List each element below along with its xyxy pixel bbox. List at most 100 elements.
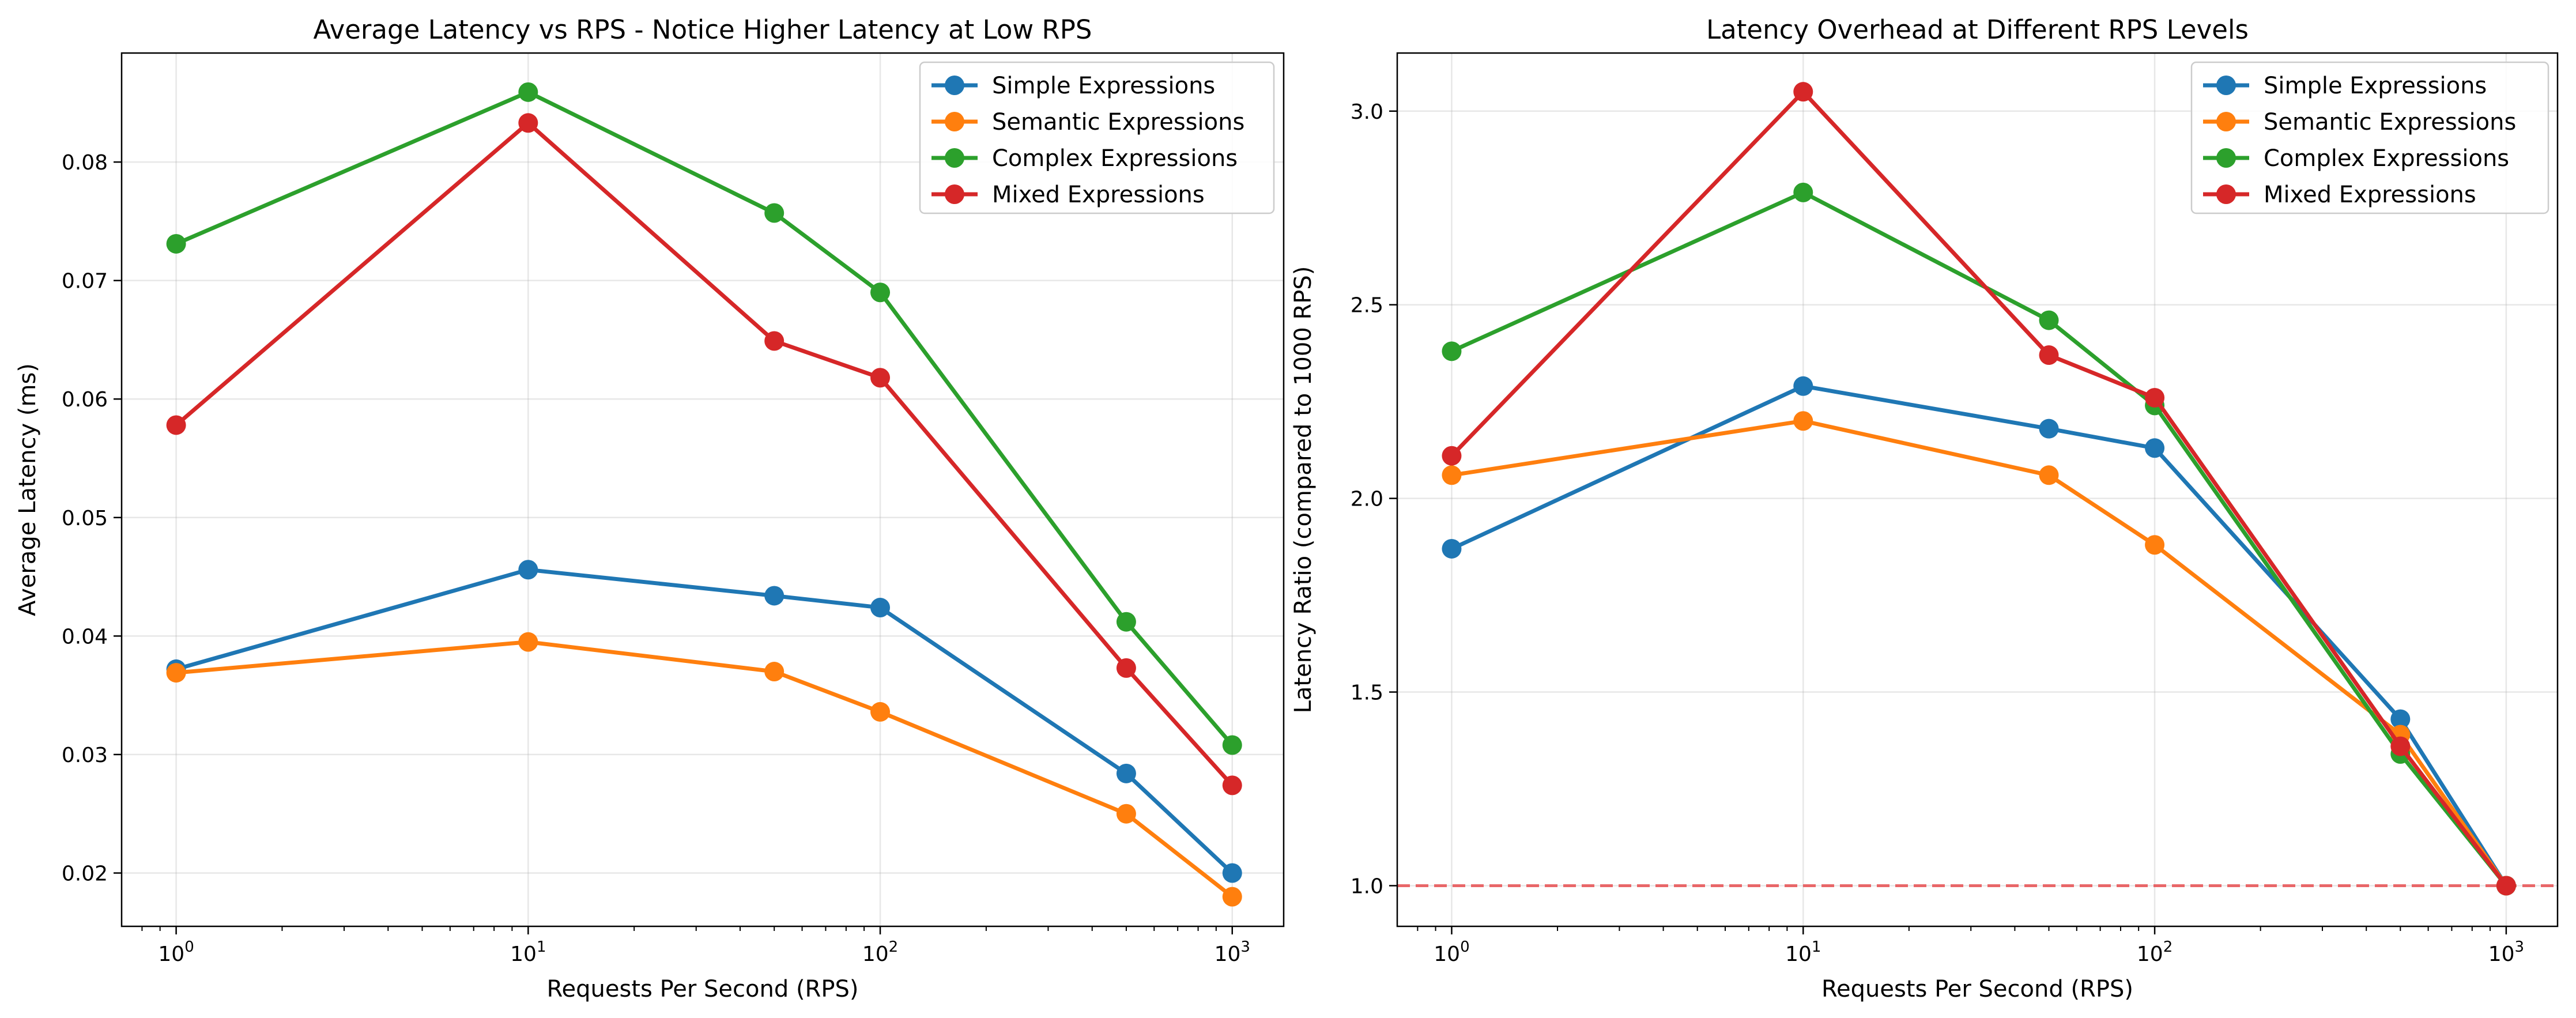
x-tick-base: 10 xyxy=(2137,942,2163,966)
data-point xyxy=(1116,804,1136,824)
data-point xyxy=(870,282,891,303)
series-line xyxy=(1450,190,2509,888)
x-tick-base: 10 xyxy=(1215,942,1241,966)
y-tick-label: 0.04 xyxy=(62,625,108,648)
legend-label: Semantic Expressions xyxy=(2264,109,2516,135)
x-tick-base: 10 xyxy=(510,942,537,966)
legend-marker xyxy=(945,76,964,95)
legend-label: Complex Expressions xyxy=(992,145,1238,172)
data-point xyxy=(1222,775,1242,795)
series-mixed xyxy=(1442,82,2516,896)
data-point xyxy=(2496,876,2516,896)
data-point xyxy=(166,415,186,435)
data-point xyxy=(2039,345,2059,365)
x-tick-label: 101 xyxy=(510,938,546,966)
series-line xyxy=(174,567,1235,875)
data-point xyxy=(2039,418,2059,439)
series-semantic xyxy=(1442,411,2516,896)
legend-label: Mixed Expressions xyxy=(992,182,1205,208)
legend-marker xyxy=(2216,76,2236,95)
x-tick-exponent: 3 xyxy=(2515,938,2525,956)
x-tick-base: 10 xyxy=(158,942,184,966)
legend-label: Simple Expressions xyxy=(992,73,1215,99)
series-simple xyxy=(166,560,1242,883)
legend-marker xyxy=(945,184,964,204)
data-point xyxy=(2145,438,2165,458)
data-point xyxy=(518,560,538,580)
x-tick-exponent: 0 xyxy=(184,938,194,956)
x-tick-base: 10 xyxy=(862,942,889,966)
x-tick-base: 10 xyxy=(2488,942,2515,966)
data-point xyxy=(764,662,785,682)
y-tick-label: 0.03 xyxy=(62,744,108,767)
data-point xyxy=(2145,387,2165,408)
data-point xyxy=(1442,446,1462,466)
series-line xyxy=(1450,418,2509,888)
latency-chart: 100 101 102 1030.020.030.040.050.060.070.08… xyxy=(14,14,1285,1002)
x-tick-base: 10 xyxy=(1434,942,1460,966)
data-point xyxy=(1442,341,1462,361)
data-point xyxy=(764,331,785,351)
y-axis-label: Latency Ratio (compared to 1000 RPS) xyxy=(1290,266,1317,714)
data-point xyxy=(870,702,891,722)
data-point xyxy=(518,632,538,652)
x-tick-label: 103 xyxy=(2488,938,2524,966)
data-point xyxy=(166,663,186,683)
x-tick-label: 101 xyxy=(1785,938,1821,966)
data-point xyxy=(764,203,785,223)
legend-item: Semantic Expressions xyxy=(2203,109,2516,135)
y-tick-label: 3.0 xyxy=(1351,100,1383,124)
data-point xyxy=(2390,736,2411,756)
x-axis-label: Requests Per Second (RPS) xyxy=(1821,976,2133,1002)
data-point xyxy=(1442,465,1462,485)
data-point xyxy=(518,82,538,102)
legend: Simple Expressions Semantic Expressions Co… xyxy=(919,61,1275,214)
legend-item: Complex Expressions xyxy=(931,145,1238,172)
x-tick-label: 103 xyxy=(1215,938,1250,966)
series-mixed xyxy=(166,113,1242,795)
data-point xyxy=(1793,182,1813,202)
legend-box xyxy=(919,61,1275,214)
x-tick-exponent: 2 xyxy=(889,938,899,956)
data-point xyxy=(764,586,785,606)
y-tick-label: 1.5 xyxy=(1351,681,1383,705)
axes-frame xyxy=(120,52,1285,927)
legend: Simple Expressions Semantic Expressions Co… xyxy=(2190,61,2549,214)
y-tick-label: 2.0 xyxy=(1351,488,1383,511)
y-tick-label: 0.08 xyxy=(62,151,108,175)
x-tick-label: 102 xyxy=(862,938,898,966)
y-tick-label: 0.02 xyxy=(62,862,108,885)
data-point xyxy=(870,368,891,388)
legend-item: Simple Expressions xyxy=(2203,73,2487,99)
legend-item: Semantic Expressions xyxy=(931,109,1244,135)
legend-label: Mixed Expressions xyxy=(2264,182,2476,208)
x-tick-base: 10 xyxy=(1785,942,1812,966)
x-axis-label: Requests Per Second (RPS) xyxy=(547,976,859,1002)
data-point xyxy=(1793,411,1813,431)
x-tick-exponent: 0 xyxy=(1460,938,1470,956)
chart-title: Latency Overhead at Different RPS Levels xyxy=(1706,14,2249,45)
series-line xyxy=(174,640,1235,899)
chart-title: Average Latency vs RPS - Notice Higher L… xyxy=(313,14,1092,45)
data-point xyxy=(166,233,186,254)
legend-item: Mixed Expressions xyxy=(2203,182,2476,208)
series-line xyxy=(174,120,1235,787)
legend-marker xyxy=(945,112,964,131)
data-point xyxy=(1442,538,1462,559)
x-tick-exponent: 2 xyxy=(2163,938,2173,956)
series-line xyxy=(174,90,1235,747)
x-tick-exponent: 1 xyxy=(1812,938,1821,956)
x-tick-label: 100 xyxy=(1434,938,1469,966)
data-point xyxy=(2145,535,2165,555)
data-point xyxy=(1116,658,1136,678)
series-line xyxy=(1450,89,2509,888)
data-point xyxy=(1222,735,1242,755)
legend-item: Complex Expressions xyxy=(2203,145,2509,172)
data-point xyxy=(1116,763,1136,783)
legend-label: Complex Expressions xyxy=(2264,145,2509,172)
x-tick-label: 102 xyxy=(2137,938,2173,966)
y-tick-label: 2.5 xyxy=(1351,294,1383,318)
data-point xyxy=(1222,863,1242,883)
